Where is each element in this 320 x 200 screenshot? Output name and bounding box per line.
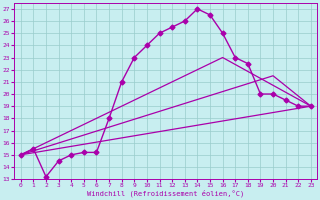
X-axis label: Windchill (Refroidissement éolien,°C): Windchill (Refroidissement éolien,°C) [87, 190, 244, 197]
